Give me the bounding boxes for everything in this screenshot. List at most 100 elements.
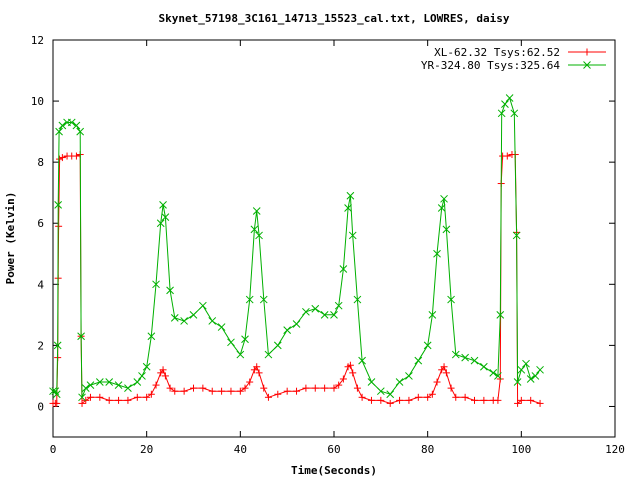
data-point — [470, 356, 479, 365]
data-point — [86, 381, 95, 389]
data-point — [346, 361, 354, 369]
data-point — [302, 307, 310, 316]
data-point — [414, 393, 422, 401]
data-point — [339, 375, 347, 383]
series-line — [53, 96, 541, 398]
data-point — [76, 127, 85, 136]
data-point — [105, 378, 114, 386]
data-point — [53, 399, 61, 407]
data-point — [348, 231, 357, 240]
data-point — [536, 399, 544, 407]
data-point — [58, 121, 67, 130]
y-tick-label: 12 — [31, 34, 44, 47]
data-point — [124, 384, 132, 392]
data-point — [115, 396, 123, 404]
data-point — [241, 384, 249, 392]
data-point — [344, 204, 352, 212]
data-point — [124, 396, 132, 404]
data-point — [452, 393, 460, 401]
data-point — [283, 326, 292, 334]
data-point — [396, 396, 404, 404]
data-point — [72, 152, 80, 160]
data-point — [199, 301, 207, 310]
data-point — [253, 363, 261, 371]
data-point — [447, 295, 455, 304]
data-point — [353, 295, 362, 304]
data-point — [377, 396, 385, 404]
data-point — [293, 387, 301, 395]
data-point — [405, 396, 413, 404]
data-point — [433, 378, 441, 386]
x-tick-label: 100 — [511, 443, 531, 456]
x-tick-label: 120 — [605, 443, 625, 456]
y-tick-label: 8 — [37, 156, 44, 169]
data-point — [81, 384, 90, 392]
data-point — [95, 378, 104, 386]
legend-entry: YR-324.80 Tsys:325.64 — [421, 59, 606, 72]
data-point — [514, 399, 522, 407]
data-point — [367, 378, 376, 386]
data-point — [376, 387, 385, 396]
y-tick-label: 0 — [37, 400, 44, 413]
axes-ticks: 0 20 40 60 80 100 120 0 2 4 6 8 10 12 — [31, 34, 625, 456]
data-point — [152, 280, 160, 289]
y-tick-label: 6 — [37, 217, 44, 230]
x-tick-label: 60 — [327, 443, 340, 456]
data-point — [143, 393, 151, 401]
data-point — [138, 372, 146, 380]
x-axis-label: Time(Seconds) — [291, 464, 377, 477]
data-point — [510, 109, 519, 118]
data-point — [531, 372, 540, 380]
data-point — [489, 369, 498, 377]
data-point — [442, 225, 451, 234]
data-point — [522, 359, 530, 368]
data-point — [55, 127, 63, 136]
data-point — [339, 265, 348, 273]
data-point — [527, 396, 535, 404]
data-point — [330, 384, 338, 392]
data-point — [311, 304, 320, 313]
y-tick-label: 2 — [37, 339, 44, 352]
x-tick-label: 0 — [50, 443, 57, 456]
data-point — [147, 390, 155, 398]
data-point — [170, 314, 179, 322]
legend-label: XL-62.32 Tsys:62.52 — [434, 46, 560, 59]
data-point — [447, 384, 455, 392]
legend-marker — [583, 61, 591, 69]
data-point — [161, 213, 170, 221]
data-point — [236, 350, 245, 359]
data-point — [471, 396, 478, 404]
data-point — [189, 310, 198, 319]
data-point — [461, 353, 469, 362]
series-line — [53, 153, 541, 405]
data-point — [227, 387, 235, 395]
data-point — [501, 100, 509, 108]
data-point — [208, 317, 217, 325]
data-point — [526, 375, 535, 383]
data-point — [171, 387, 179, 395]
data-point — [321, 384, 329, 392]
data-point — [346, 191, 355, 200]
data-point — [334, 301, 343, 310]
data-point — [517, 365, 526, 374]
data-point — [252, 207, 261, 215]
x-tick-label: 40 — [234, 443, 247, 456]
data-point — [536, 365, 544, 374]
data-point — [494, 372, 502, 380]
data-point — [86, 393, 94, 401]
data-point — [503, 152, 511, 160]
data-point — [283, 387, 291, 395]
data-point — [218, 387, 226, 395]
data-point — [105, 396, 113, 404]
data-point — [78, 399, 86, 407]
data-point — [480, 396, 488, 404]
data-point — [180, 387, 188, 395]
data-point — [260, 384, 268, 392]
data-point — [236, 387, 244, 395]
data-point — [246, 378, 254, 386]
data-point — [335, 381, 343, 389]
y-axis-label: Power (Kelvin) — [4, 192, 17, 285]
data-point — [496, 310, 505, 319]
data-point — [264, 393, 272, 401]
